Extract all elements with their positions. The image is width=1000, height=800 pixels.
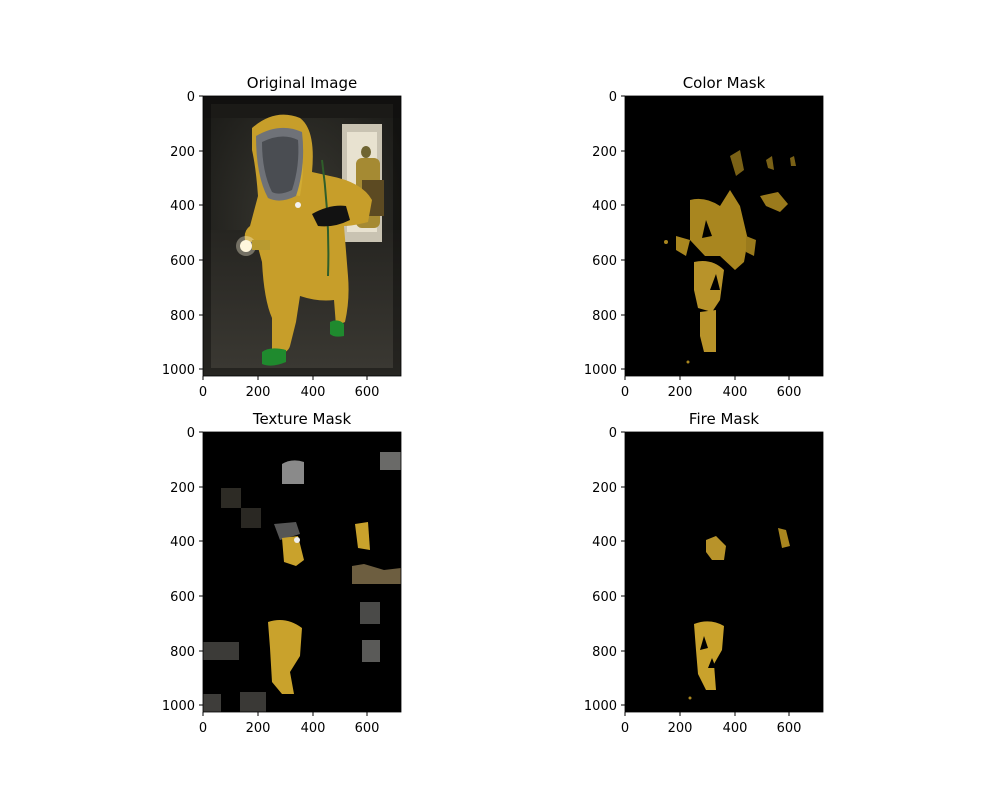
- y-tick-label: 800: [170, 645, 195, 660]
- y-tick-label: 200: [592, 145, 617, 160]
- x-tick-label: 200: [668, 721, 693, 736]
- y-tick-label: 1000: [584, 363, 617, 378]
- y-axis-ticks: 0 200 400 600 800 1000: [584, 90, 625, 378]
- y-tick-label: 1000: [584, 699, 617, 714]
- y-axis-ticks: 0 200 400 600 800 1000: [162, 90, 203, 378]
- x-axis-ticks: 0 200 400 600: [621, 376, 802, 400]
- x-tick-label: 400: [301, 385, 326, 400]
- y-tick-label: 600: [592, 590, 617, 605]
- panel-fire-mask: Fire Mask 0 200 400 600: [584, 410, 824, 736]
- y-tick-label: 800: [592, 309, 617, 324]
- y-tick-label: 400: [170, 535, 195, 550]
- x-tick-label: 0: [199, 385, 207, 400]
- panel-original-image: Original Image: [162, 74, 402, 400]
- y-tick-label: 0: [187, 90, 195, 105]
- x-tick-label: 200: [246, 721, 271, 736]
- y-tick-label: 1000: [162, 363, 195, 378]
- y-tick-label: 600: [592, 254, 617, 269]
- y-tick-label: 200: [170, 481, 195, 496]
- x-axis-ticks: 0 200 400 600: [621, 712, 802, 736]
- y-axis-ticks: 0 200 400 600 800 1000: [162, 426, 203, 714]
- panel-title-fire-mask: Fire Mask: [689, 410, 759, 428]
- x-tick-label: 0: [199, 721, 207, 736]
- fire-mask-image: [625, 432, 823, 712]
- x-tick-label: 400: [723, 721, 748, 736]
- x-tick-label: 400: [723, 385, 748, 400]
- panel-title-color-mask: Color Mask: [683, 74, 766, 92]
- y-tick-label: 0: [187, 426, 195, 441]
- x-axis-ticks: 0 200 400 600: [199, 712, 380, 736]
- y-tick-label: 400: [592, 535, 617, 550]
- y-tick-label: 400: [592, 199, 617, 214]
- original-image: [203, 96, 401, 376]
- x-tick-label: 0: [621, 385, 629, 400]
- panel-texture-mask: Texture Mask 0 200 400: [162, 410, 402, 736]
- y-tick-label: 200: [592, 481, 617, 496]
- y-tick-label: 0: [609, 426, 617, 441]
- texture-mask-image: [203, 432, 401, 712]
- panel-title-original: Original Image: [247, 74, 357, 92]
- x-tick-label: 600: [355, 385, 380, 400]
- x-axis-ticks: 0 200 400 600: [199, 376, 380, 400]
- x-tick-label: 0: [621, 721, 629, 736]
- y-tick-label: 1000: [162, 699, 195, 714]
- y-tick-label: 200: [170, 145, 195, 160]
- panel-title-texture-mask: Texture Mask: [252, 410, 352, 428]
- x-tick-label: 600: [355, 721, 380, 736]
- x-tick-label: 200: [668, 385, 693, 400]
- y-tick-label: 600: [170, 590, 195, 605]
- x-tick-label: 600: [777, 721, 802, 736]
- y-tick-label: 800: [592, 645, 617, 660]
- y-tick-label: 400: [170, 199, 195, 214]
- y-tick-label: 0: [609, 90, 617, 105]
- panel-color-mask: Color Mask 0 200 400 600: [584, 74, 824, 400]
- x-tick-label: 200: [246, 385, 271, 400]
- color-mask-image: [625, 96, 823, 376]
- y-tick-label: 800: [170, 309, 195, 324]
- x-tick-label: 400: [301, 721, 326, 736]
- y-tick-label: 600: [170, 254, 195, 269]
- x-tick-label: 600: [777, 385, 802, 400]
- y-axis-ticks: 0 200 400 600 800 1000: [584, 426, 625, 714]
